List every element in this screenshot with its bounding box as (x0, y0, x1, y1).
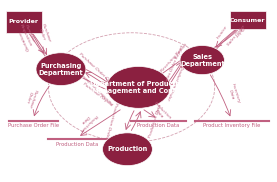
Text: Production Order: Production Order (104, 102, 118, 139)
Text: Production
Data: Production Data (75, 110, 98, 132)
Text: Production Data: Production Data (57, 142, 99, 147)
Ellipse shape (36, 53, 86, 86)
Text: Production
Data: Production Data (150, 101, 172, 123)
Ellipse shape (180, 46, 224, 75)
Text: Quotation: Quotation (18, 30, 30, 52)
Text: Order: Order (234, 25, 244, 37)
Text: Purchase
Order: Purchase Order (24, 87, 38, 109)
Text: Invoice: Invoice (217, 25, 229, 39)
Text: Production: Production (107, 146, 148, 152)
Text: Product Inventory File: Product Inventory File (202, 123, 260, 128)
Ellipse shape (107, 66, 170, 108)
Ellipse shape (102, 133, 152, 166)
Text: Production Data: Production Data (137, 123, 179, 128)
Text: Receiving Report: Receiving Report (160, 42, 188, 73)
Text: Production Order: Production Order (165, 65, 183, 101)
Text: Provider: Provider (9, 19, 39, 24)
Text: Sales Order Report: Sales Order Report (164, 45, 185, 84)
Text: Purchasing
Department: Purchasing Department (39, 63, 83, 76)
Text: Sales
Department: Sales Department (180, 54, 225, 67)
Text: Sales Order: Sales Order (227, 24, 246, 47)
FancyBboxPatch shape (230, 11, 266, 29)
Text: Purchase Report: Purchase Report (82, 82, 113, 107)
Text: Production Data: Production Data (148, 103, 162, 138)
Text: Purchase Requisition: Purchase Requisition (79, 70, 115, 105)
Text: Consumer: Consumer (230, 17, 266, 23)
Text: Purchase Order File: Purchase Order File (8, 123, 59, 128)
Text: Department of Production
Management and Control: Department of Production Management and … (90, 81, 187, 94)
Text: Purchase Order Copy: Purchase Order Copy (78, 52, 115, 86)
Text: Purchase
Requisition: Purchase Requisition (19, 21, 37, 47)
Text: Inventory
Data: Inventory Data (227, 83, 241, 105)
FancyBboxPatch shape (6, 11, 42, 33)
Text: Purchase
Order: Purchase Order (37, 23, 52, 44)
